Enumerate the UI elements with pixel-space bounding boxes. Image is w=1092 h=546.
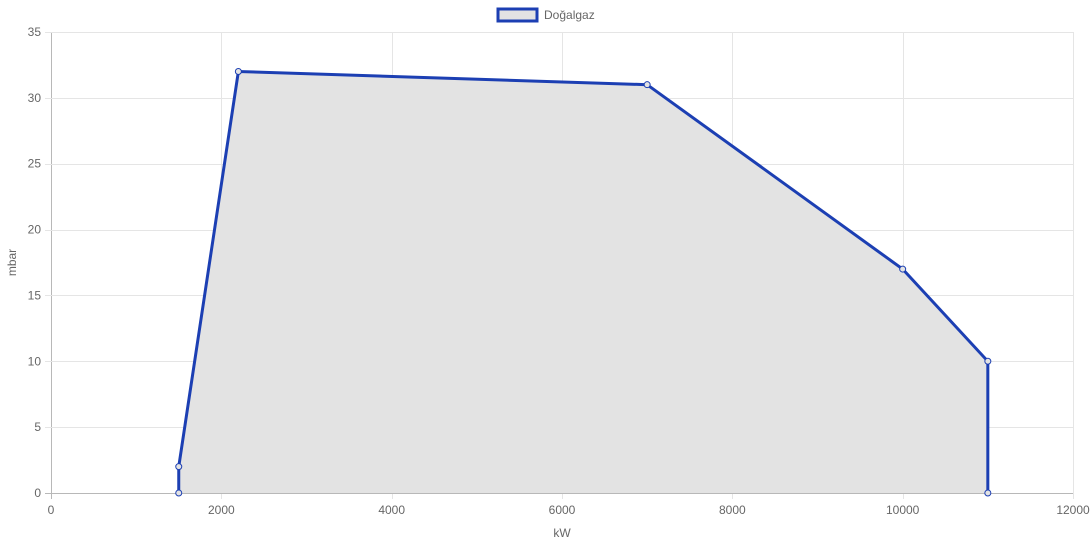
data-point[interactable]	[984, 489, 992, 497]
data-point[interactable]	[984, 357, 992, 365]
plot-area	[175, 68, 992, 497]
x-tick-label: 8000	[719, 503, 746, 517]
data-point[interactable]	[899, 265, 907, 273]
y-tick-label: 15	[28, 288, 42, 302]
y-tick-label: 25	[28, 157, 42, 171]
y-tick-label: 35	[28, 25, 42, 39]
x-tick-label: 6000	[549, 503, 576, 517]
y-tick-label: 20	[28, 223, 42, 237]
y-tick-label: 30	[28, 91, 42, 105]
legend-swatch[interactable]	[496, 7, 539, 23]
legend-label[interactable]: Doğalgaz	[544, 8, 595, 22]
data-point[interactable]	[234, 68, 242, 76]
data-point[interactable]	[643, 81, 651, 89]
x-tick-label: 10000	[886, 503, 920, 517]
data-point[interactable]	[175, 489, 183, 497]
y-tick-label: 10	[28, 354, 42, 368]
x-tick-label: 12000	[1056, 503, 1090, 517]
y-tick-label: 5	[34, 420, 41, 434]
data-point[interactable]	[175, 463, 183, 471]
y-axis-title: mbar	[5, 249, 19, 276]
legend[interactable]: Doğalgaz	[496, 7, 595, 23]
x-tick-label: 4000	[378, 503, 405, 517]
x-axis-title: kW	[553, 526, 571, 540]
series-area-fill	[178, 71, 988, 493]
axes: 0 2000 4000 6000 8000 10000 12000 0 5 10 15 20 25 30 3…	[28, 25, 1090, 517]
x-tick-label: 2000	[208, 503, 235, 517]
x-tick-label: 0	[48, 503, 55, 517]
y-tick-label: 0	[34, 486, 41, 500]
